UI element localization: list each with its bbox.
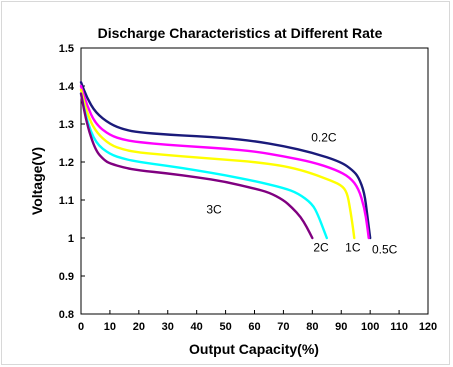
series-label-2c: 2C <box>313 241 329 255</box>
x-tick-label: 30 <box>162 321 174 333</box>
x-tick-label: 40 <box>191 321 203 333</box>
x-tick-label: 90 <box>335 321 347 333</box>
y-axis-ticks: 0.8 0.9 1 1.1 1.2 1.3 1.4 1.5 <box>59 43 85 321</box>
y-tick-label: 1.3 <box>59 119 74 131</box>
series-line-1c <box>79 88 356 240</box>
series-lines <box>79 81 372 240</box>
series-label-0-2c: 0.2C <box>311 130 337 144</box>
series-line-0-2c <box>79 81 372 240</box>
x-tick-label: 50 <box>219 321 231 333</box>
series-label-1c: 1C <box>345 241 361 255</box>
series-line-3c <box>79 92 314 240</box>
y-tick-label: 0.8 <box>59 309 74 321</box>
y-tick-label: 1.5 <box>59 43 74 55</box>
x-tick-label: 10 <box>104 321 116 333</box>
x-tick-label: 70 <box>277 321 289 333</box>
x-tick-label: 0 <box>78 321 84 333</box>
x-axis-ticks: 0 10 20 30 40 50 60 70 80 90 100 110 120 <box>78 310 437 333</box>
series-label-0-5c: 0.5C <box>372 242 398 256</box>
x-tick-label: 20 <box>133 321 145 333</box>
x-tick-label: 110 <box>390 321 408 333</box>
x-tick-label: 100 <box>361 321 379 333</box>
y-tick-label: 0.9 <box>59 271 74 283</box>
series-label-3c: 3C <box>206 203 222 217</box>
x-tick-label: 60 <box>248 321 260 333</box>
chart-title: Discharge Characteristics at Different R… <box>98 25 383 41</box>
series-line-0-5c <box>79 84 370 240</box>
x-tick-label: 120 <box>419 321 437 333</box>
y-tick-label: 1.1 <box>59 195 74 207</box>
y-tick-label: 1.4 <box>59 81 75 93</box>
x-axis-title: Output Capacity(%) <box>189 341 319 357</box>
series-labels: 0.2C 0.5C 1C 2C 3C <box>206 130 397 256</box>
series-line-2c <box>79 92 328 240</box>
y-tick-label: 1 <box>68 233 74 245</box>
x-tick-label: 80 <box>306 321 318 333</box>
y-tick-label: 1.2 <box>59 157 74 169</box>
y-axis-title: Voltage(V) <box>29 147 45 215</box>
